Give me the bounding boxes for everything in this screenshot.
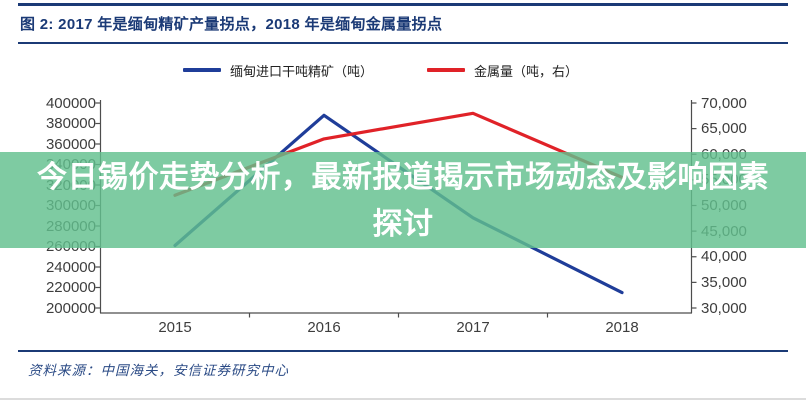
top-rule <box>18 3 788 6</box>
y-axis-label-left: 380000 <box>45 115 96 132</box>
headline-line1: 今日锡价走势分析，最新报道揭示市场动态及影响因素 <box>37 161 769 194</box>
y-axis-label-right: 40,000 <box>701 248 747 266</box>
y-axis-label-right: 35,000 <box>701 273 747 291</box>
headline-text: 今日锡价走势分析，最新报道揭示市场动态及影响因素 探讨 <box>0 152 806 248</box>
y-axis-label-left: 240000 <box>45 258 96 276</box>
x-axis-label: 2016 <box>307 319 341 336</box>
legend-line-red-icon <box>427 68 465 72</box>
legend-item-metal: 金属量（吨，右） <box>427 62 579 79</box>
x-axis-label: 2015 <box>158 319 192 336</box>
title-underline <box>18 42 788 44</box>
legend-line-blue-icon <box>183 68 221 72</box>
figure-title: 图 2: 2017 年是缅甸精矿产量拐点，2018 年是缅甸金属量拐点 <box>20 16 443 33</box>
y-axis-label-left: 400000 <box>45 94 96 112</box>
footer-rule <box>18 350 788 352</box>
y-axis-label-right: 30,000 <box>701 299 747 317</box>
y-axis-label-left: 200000 <box>45 299 96 317</box>
y-axis-label-right: 70,000 <box>701 94 747 112</box>
y-axis-label-left: 360000 <box>45 135 96 153</box>
page-bottom-edge <box>0 398 806 400</box>
x-axis-label: 2017 <box>456 319 490 336</box>
legend-item-concentrate: 缅甸进口干吨精矿（吨） <box>183 62 374 79</box>
legend-label-concentrate: 缅甸进口干吨精矿（吨） <box>230 63 374 79</box>
headline-line2: 探讨 <box>372 208 434 241</box>
y-axis-label-left: 220000 <box>45 279 96 296</box>
x-axis-label: 2018 <box>605 319 639 336</box>
source-note: 资料来源：中国海关，安信证券研究中心 <box>28 363 289 379</box>
y-axis-label-right: 65,000 <box>701 120 747 138</box>
headline-overlay: 今日锡价走势分析，最新报道揭示市场动态及影响因素 探讨 <box>0 152 806 248</box>
legend-label-metal: 金属量（吨，右） <box>474 63 579 79</box>
